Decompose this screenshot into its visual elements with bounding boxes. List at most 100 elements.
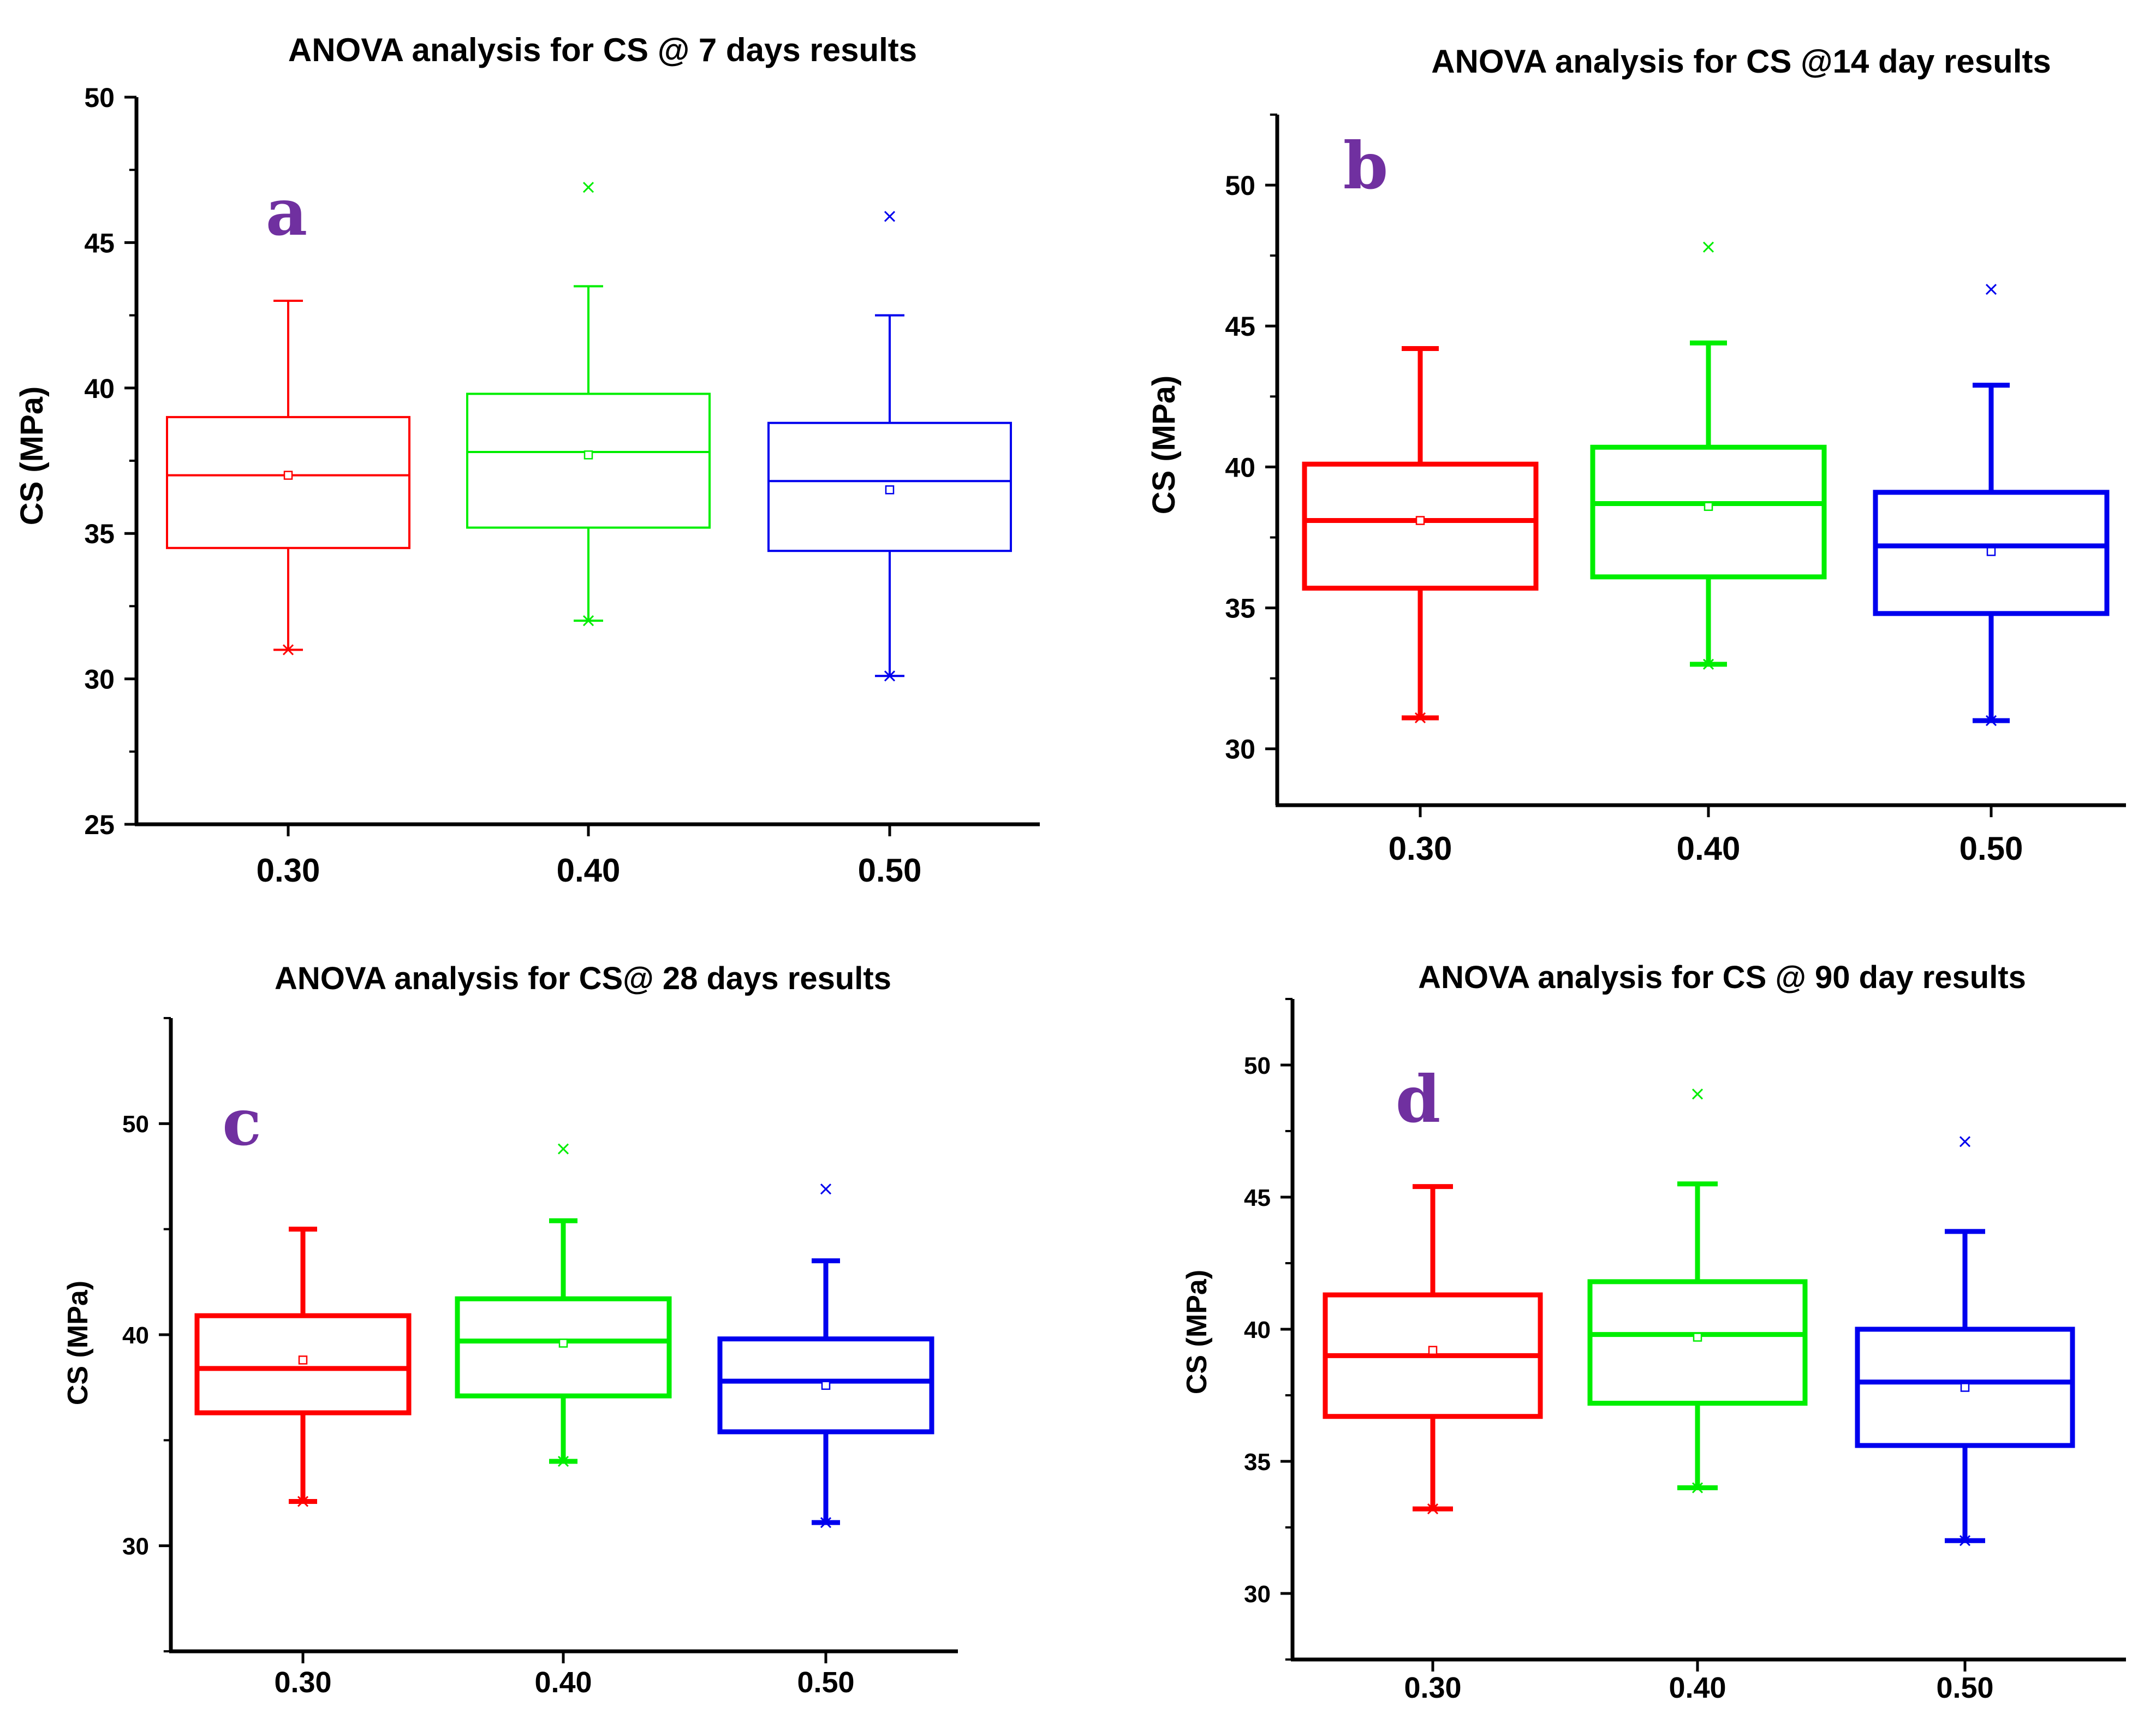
y-tick-label: 35: [1244, 1449, 1271, 1476]
x-tick-label: 0.40: [1677, 830, 1741, 867]
chart-panel-c: ANOVA analysis for CS@ 28 days results c C…: [62, 961, 958, 1699]
box-0.50: [717, 1183, 934, 1528]
y-tick-label: 50: [1225, 170, 1255, 201]
iqr-box: [1855, 1327, 2075, 1448]
y-tick-label: 35: [1225, 593, 1255, 624]
min-marker: [582, 615, 594, 627]
iqr-box: [717, 1336, 934, 1435]
y-tick-label: 50: [122, 1111, 149, 1138]
x-tick-label: 0.50: [797, 1666, 854, 1699]
y-tick-label: 25: [84, 810, 115, 840]
mean-marker: [558, 1339, 568, 1348]
y-axis-label: CS (MPa): [1146, 376, 1182, 515]
x-tick-label: 0.50: [858, 852, 922, 889]
mean-marker: [1986, 547, 1996, 556]
y-axis-label: CS (MPa): [1181, 1270, 1213, 1394]
x-tick-label: 0.40: [534, 1666, 592, 1699]
min-marker: [1985, 715, 1997, 727]
y-tick-label: 45: [1244, 1185, 1271, 1211]
min-marker: [1427, 1503, 1439, 1515]
iqr-box: [1302, 461, 1539, 591]
y-tick-label: 40: [84, 373, 115, 404]
mean-marker: [283, 471, 293, 480]
x-tick-label: 0.40: [557, 852, 621, 889]
x-tick-label: 0.50: [1960, 830, 2023, 867]
y-tick-label: 40: [1244, 1317, 1271, 1343]
box-0.40: [466, 182, 711, 627]
y-tick-label: 50: [1244, 1052, 1271, 1079]
iqr-box: [1587, 1279, 1808, 1406]
x-tick-label: 0.30: [257, 852, 320, 889]
box-0.40: [455, 1143, 672, 1467]
box-0.50: [1873, 284, 2110, 727]
min-marker: [282, 644, 294, 656]
y-tick-label: 45: [1225, 311, 1255, 342]
y-axis-label: CS (MPa): [14, 386, 50, 526]
y-tick-label: 45: [84, 228, 115, 258]
min-marker: [820, 1517, 832, 1528]
iqr-box: [1590, 444, 1827, 580]
chart-panel-a: ANOVA analysis for CS @ 7 days results a C…: [14, 32, 1040, 889]
iqr-box: [466, 392, 711, 529]
mean-marker: [1415, 516, 1425, 525]
x-tick-label: 0.30: [1389, 830, 1452, 867]
max-marker: [1959, 1136, 1971, 1147]
box-0.50: [767, 211, 1012, 682]
y-tick-label: 30: [1225, 734, 1255, 765]
y-tick-label: 35: [84, 519, 115, 549]
chart-title: ANOVA analysis for CS @ 90 day results: [1418, 960, 2026, 995]
y-tick-label: 30: [1244, 1581, 1271, 1608]
iqr-box: [455, 1296, 672, 1399]
mean-marker: [1693, 1333, 1702, 1342]
mean-marker: [1704, 502, 1713, 511]
max-marker: [582, 182, 594, 193]
y-tick-label: 30: [84, 664, 115, 695]
panel-letter: a: [266, 174, 307, 250]
mean-marker: [1960, 1383, 1970, 1392]
chart-title: ANOVA analysis for CS @ 7 days results: [288, 32, 917, 68]
iqr-box: [767, 421, 1012, 552]
mean-marker: [885, 485, 895, 495]
box-0.40: [1587, 1089, 1808, 1494]
iqr-box: [1873, 490, 2110, 616]
min-marker: [297, 1496, 309, 1507]
chart-title: ANOVA analysis for CS @14 day results: [1431, 43, 2051, 80]
box-0.30: [194, 1227, 412, 1507]
min-marker: [557, 1455, 569, 1467]
chart-title: ANOVA analysis for CS@ 28 days results: [275, 961, 891, 996]
min-marker: [884, 670, 896, 682]
x-tick-label: 0.30: [1404, 1672, 1461, 1704]
mean-marker: [1428, 1346, 1438, 1355]
box-0.30: [1302, 346, 1539, 723]
panel-letter: d: [1396, 1061, 1441, 1137]
iqr-box: [194, 1313, 412, 1415]
panel-letter: b: [1343, 128, 1389, 204]
x-tick-label: 0.50: [1936, 1672, 1993, 1704]
max-marker: [557, 1143, 569, 1155]
mean-marker: [298, 1355, 308, 1365]
mean-marker: [583, 450, 593, 460]
mean-marker: [821, 1381, 831, 1390]
max-marker: [884, 211, 896, 222]
y-tick-label: 40: [122, 1322, 149, 1349]
min-marker: [1702, 658, 1714, 670]
x-tick-label: 0.30: [274, 1666, 331, 1699]
max-marker: [1702, 241, 1714, 253]
max-marker: [1692, 1089, 1704, 1100]
min-marker: [1414, 712, 1426, 723]
box-0.30: [166, 299, 410, 656]
chart-panel-b: ANOVA analysis for CS @14 day results b CS…: [1146, 43, 2126, 867]
y-tick-label: 30: [122, 1533, 149, 1560]
box-0.40: [1590, 241, 1827, 670]
y-tick-label: 50: [84, 82, 115, 113]
y-axis-label: CS (MPa): [62, 1281, 94, 1405]
box-0.50: [1855, 1136, 2075, 1547]
min-marker: [1692, 1482, 1704, 1494]
max-marker: [1985, 284, 1997, 295]
chart-panel-d: ANOVA analysis for CS @ 90 day results d C…: [1181, 960, 2126, 1704]
iqr-box: [166, 416, 410, 549]
box-0.30: [1323, 1184, 1543, 1515]
panel-letter: c: [222, 1084, 261, 1160]
x-tick-label: 0.40: [1669, 1672, 1726, 1704]
